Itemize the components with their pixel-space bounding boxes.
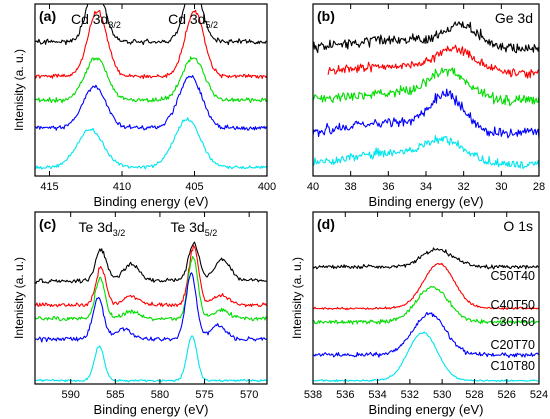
panel-label: (a) [39, 8, 56, 24]
x-tick-label: 415 [40, 181, 58, 193]
x-axis-label: Binding energy (eV) [369, 402, 484, 417]
series-line-C20T70 [35, 272, 267, 343]
series-line-C20T70 [35, 75, 267, 131]
series-line-C30T60 [313, 285, 539, 325]
annotation-sub: 3/2 [108, 20, 121, 30]
series-line-C40T50 [327, 44, 539, 79]
x-axis-label: Binding energy (eV) [94, 194, 209, 209]
annotation-main: Te 3d [79, 219, 113, 235]
x-tick-label: 534 [368, 389, 386, 401]
x-tick-label: 40 [307, 181, 319, 193]
x-axis-label: Binding energy (eV) [369, 194, 484, 209]
x-tick-label: 538 [304, 389, 322, 401]
panel-c: 590 585 580 575 570 Binding energy (eV) Inteni… [12, 211, 268, 417]
series-line-C40T50 [35, 244, 267, 308]
y-axis-label: Intenisity (a. u.) [12, 257, 26, 339]
x-tick-label: 410 [113, 181, 131, 193]
y-axis-label: Intenisity (a. u.) [290, 257, 304, 339]
annotation-sub: 3/2 [113, 228, 126, 238]
x-tick-label: 30 [495, 181, 507, 193]
series-line-C30T60 [313, 67, 539, 107]
x-tick-label: 528 [465, 389, 483, 401]
annotation-sub: 5/2 [205, 228, 218, 238]
x-tick-label: 580 [151, 389, 169, 401]
peak-annotation: Cd 3d5/2 [168, 11, 218, 30]
legend-label-C10T80: C10T80 [491, 359, 536, 373]
peak-annotation: Cd 3d3/2 [71, 11, 121, 30]
x-tick-label: 526 [498, 389, 516, 401]
series-line-C40T50 [313, 262, 539, 311]
plot-frame [34, 211, 268, 385]
series-group [35, 4, 267, 170]
series-line-C50T40 [313, 21, 539, 54]
x-tick-label: 32 [458, 181, 470, 193]
x-tick-label: 524 [530, 389, 548, 401]
x-tick-label: 28 [533, 181, 545, 193]
plot-frame [34, 3, 268, 177]
x-tick-label: 570 [240, 389, 258, 401]
series-line-C10T80 [313, 135, 539, 170]
x-tick-label: 34 [420, 181, 432, 193]
series-group [313, 247, 539, 383]
legend-label-C40T50: C40T50 [491, 298, 536, 312]
series-line-C20T70 [313, 88, 539, 139]
peak-annotation: Te 3d3/2 [79, 219, 126, 238]
series-group [35, 241, 267, 383]
panel-d: 538 536 534 532 530 528 526 524 Binding energy (… [290, 211, 548, 417]
peak-annotation: Te 3d5/2 [170, 219, 217, 238]
series-line-C10T80 [35, 335, 267, 383]
series-line-C10T80 [313, 331, 539, 383]
annotation-sub: 5/2 [205, 20, 218, 30]
series-line-C30T60 [35, 56, 267, 104]
panel-b: 40 38 36 34 32 30 28 Binding energy (eV) (b) Ge 3… [307, 3, 545, 209]
panel-label: (c) [39, 216, 56, 232]
panel-title: Ge 3d [495, 10, 533, 26]
x-tick-label: 405 [185, 181, 203, 193]
series-line-C50T40 [35, 4, 267, 46]
x-tick-label: 590 [62, 389, 80, 401]
legend-label-C20T70: C20T70 [491, 338, 536, 352]
series-line-C30T60 [35, 255, 267, 322]
series-line-C10T80 [35, 117, 267, 170]
x-tick-label: 400 [258, 181, 276, 193]
panel-title: O 1s [503, 218, 533, 234]
series-group [313, 21, 539, 170]
plot-frame [312, 3, 540, 177]
x-tick-label: 530 [433, 389, 451, 401]
series-line-C40T50 [35, 9, 267, 80]
annotation-main: Cd 3d [168, 11, 205, 27]
series-line-C50T40 [313, 247, 539, 270]
legend-label-C50T40: C50T40 [491, 269, 536, 283]
legend-label-C30T60: C30T60 [491, 315, 536, 329]
x-tick-label: 532 [401, 389, 419, 401]
x-tick-label: 36 [382, 181, 394, 193]
y-axis-label: Intenisity (a. u.) [12, 49, 26, 131]
annotation-main: Cd 3d [71, 11, 108, 27]
annotation-main: Te 3d [170, 219, 204, 235]
series-line-C50T40 [35, 241, 267, 284]
x-tick-label: 38 [345, 181, 357, 193]
series-line-C20T70 [313, 311, 539, 359]
x-axis-label: Binding energy (eV) [94, 402, 209, 417]
x-tick-label: 575 [195, 389, 213, 401]
x-tick-label: 536 [336, 389, 354, 401]
x-tick-label: 585 [106, 389, 124, 401]
panel-label: (d) [317, 216, 335, 232]
plot-frame [312, 211, 540, 385]
panel-label: (b) [317, 8, 335, 24]
panel-a: 415 410 405 400 Binding energy (eV) Intenisit… [12, 3, 276, 209]
